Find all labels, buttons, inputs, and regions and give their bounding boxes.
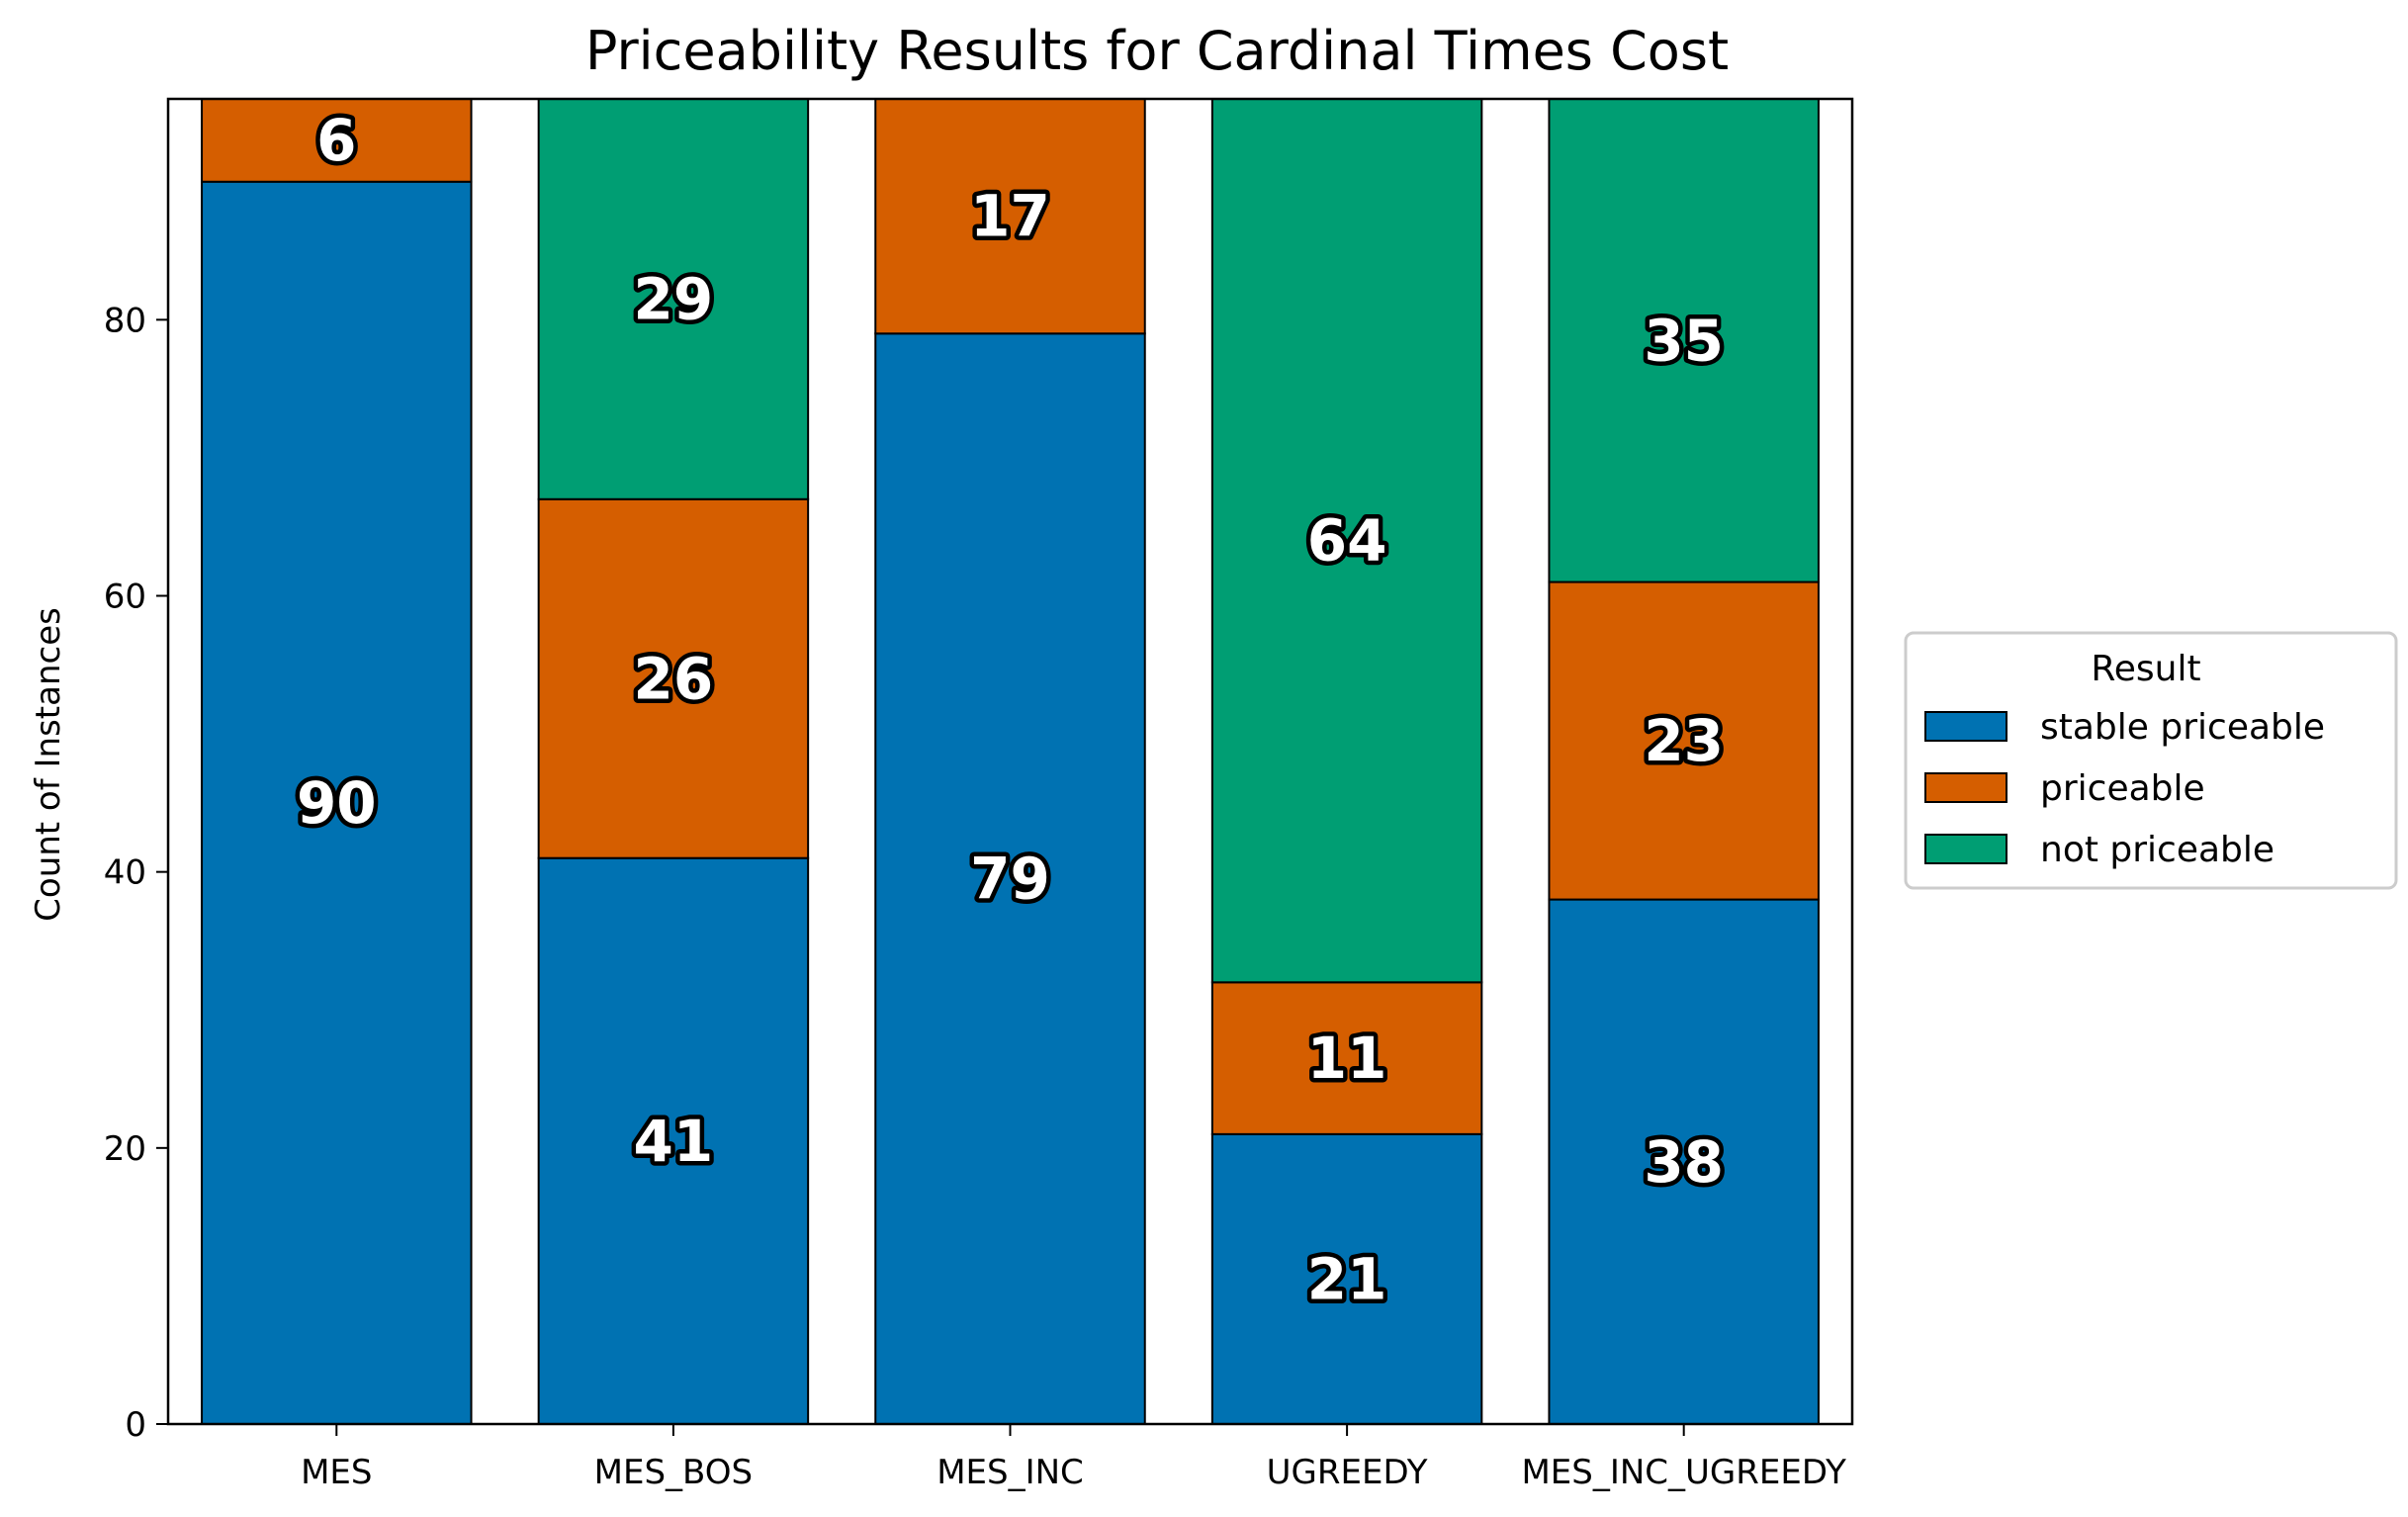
y-tick-label: 0 xyxy=(125,1405,146,1445)
bar-segment xyxy=(1210,98,1483,984)
bar-value-label: 29 xyxy=(634,265,714,332)
x-tick-label: MES_BOS xyxy=(594,1453,753,1492)
bar-value-label: 41 xyxy=(634,1108,714,1175)
y-tick-label: 40 xyxy=(104,853,146,893)
y-tick-label: 60 xyxy=(104,578,146,617)
legend-swatch xyxy=(1924,711,2007,742)
bar-segment xyxy=(1210,981,1483,1135)
bar-segment xyxy=(201,180,473,1425)
legend-swatch xyxy=(1924,772,2007,803)
x-tick-label: MES xyxy=(301,1453,372,1492)
bar-segment xyxy=(1548,98,1820,583)
legend-entry-label: stable priceable xyxy=(2040,707,2325,748)
bar-segment xyxy=(537,98,810,500)
bar-segment xyxy=(874,332,1146,1426)
bar-segment xyxy=(1210,1132,1483,1425)
bar-segment xyxy=(1548,580,1820,901)
bar-value-label: 79 xyxy=(970,846,1050,913)
bar-value-label: 6 xyxy=(316,107,356,174)
legend-entry-label: not priceable xyxy=(2040,830,2274,870)
bar-value-label: 23 xyxy=(1644,707,1724,774)
y-tick-label: 80 xyxy=(104,301,146,340)
plot-area: 90 6 MES 41 26 29 MES_BOS 79 17 MES_INC 21 11 64 UGRE… xyxy=(104,97,1854,1492)
plot-frame xyxy=(166,97,1854,1426)
bar-value-label: 26 xyxy=(634,645,714,712)
bar-value-label: 11 xyxy=(1307,1025,1387,1092)
bar-value-label: 17 xyxy=(970,183,1050,250)
x-tick-label: MES_INC_UGREEDY xyxy=(1521,1453,1846,1492)
bar-value-label: 90 xyxy=(297,769,377,837)
bar-value-label: 21 xyxy=(1307,1245,1387,1312)
legend-swatch xyxy=(1924,834,2007,864)
y-axis-label: Count of Instances xyxy=(29,607,68,922)
legend-frame xyxy=(1904,631,2398,890)
legend-title: Result xyxy=(2091,649,2200,689)
bar-segment xyxy=(874,98,1146,335)
bar-value-label: 38 xyxy=(1644,1128,1724,1196)
legend-entry-label: priceable xyxy=(2040,768,2205,809)
bar-value-label: 35 xyxy=(1644,307,1724,374)
bar-segment xyxy=(537,497,810,859)
legend: Result stable priceable priceable not pric… xyxy=(1904,631,2398,890)
x-tick-label: UGREEDY xyxy=(1267,1453,1428,1492)
y-tick-label: 20 xyxy=(104,1129,146,1169)
bar-segment xyxy=(1548,898,1820,1425)
bar-value-label: 64 xyxy=(1307,507,1387,575)
chart-title: Priceability Results for Cardinal Times … xyxy=(585,20,1729,82)
x-tick-label: MES_INC xyxy=(936,1453,1084,1492)
bar-segment xyxy=(201,98,473,183)
